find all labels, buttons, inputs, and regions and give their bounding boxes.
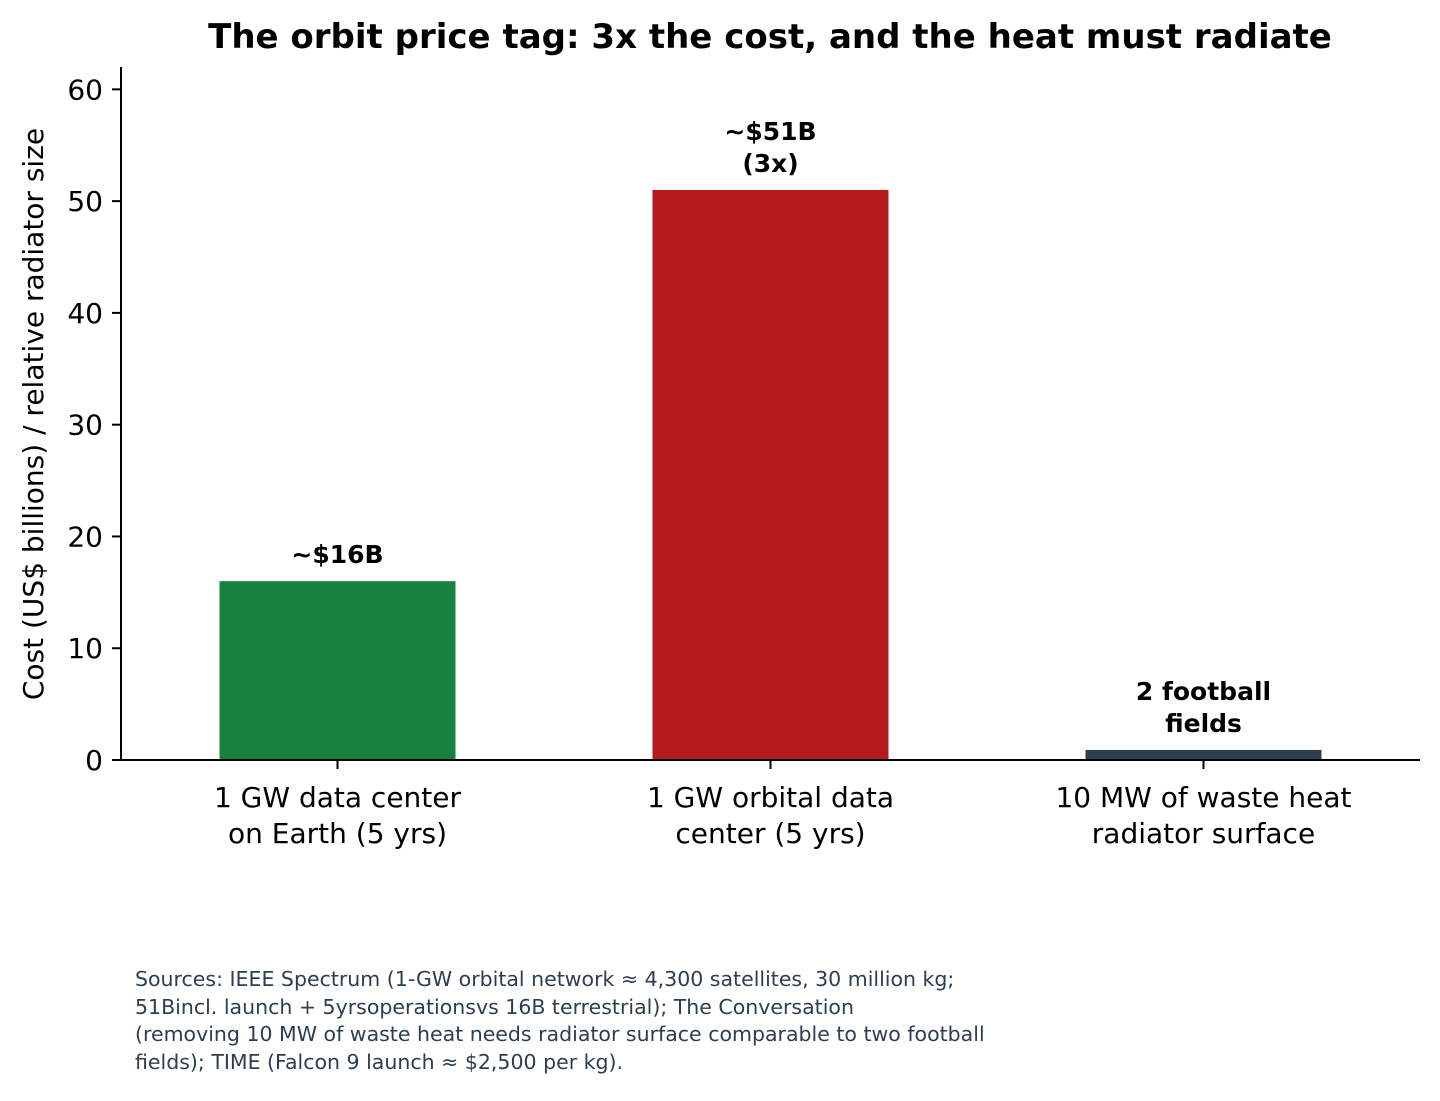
y-tick-label: 60 (67, 73, 103, 106)
data-label: fields (1165, 709, 1242, 738)
sources-note: Sources: IEEE Spectrum (1-GW orbital net… (135, 966, 1135, 1076)
x-tick-label: radiator surface (1092, 817, 1315, 850)
y-tick-label: 20 (67, 520, 103, 553)
sources-line: (removing 10 MW of waste heat needs radi… (135, 1022, 985, 1047)
y-tick-label: 0 (85, 744, 103, 777)
data-label: (3x) (742, 149, 798, 178)
sources-line: 51Bincl. launch + 5yrsoperationsvs 16B t… (135, 994, 854, 1019)
bar-chart: The orbit price tag: 3x the cost, and th… (17, 17, 1420, 850)
bar (1085, 749, 1322, 760)
bar (652, 189, 889, 761)
data-label: ~$16B (291, 540, 383, 569)
y-axis-label: Cost (US$ billions) / relative radiator … (17, 128, 50, 700)
x-tick-label: 1 GW orbital data (647, 781, 894, 814)
data-label: 2 football (1136, 677, 1271, 706)
chart-title: The orbit price tag: 3x the cost, and th… (208, 17, 1332, 57)
x-tick-label: 10 MW of waste heat (1055, 781, 1351, 814)
x-tick-label: on Earth (5 yrs) (228, 817, 447, 850)
sources-line: Sources: IEEE Spectrum (1-GW orbital net… (135, 967, 955, 991)
x-tick-label: 1 GW data center (214, 781, 462, 814)
sources-line: fields); TIME (Falcon 9 launch ≈ $2,500 … (135, 1049, 624, 1074)
y-tick-label: 50 (67, 185, 103, 218)
y-tick-label: 40 (67, 297, 103, 330)
bar (219, 581, 456, 760)
y-tick-label: 30 (67, 409, 103, 442)
y-tick-label: 10 (67, 632, 103, 665)
x-tick-label: center (5 yrs) (675, 817, 865, 850)
data-label: ~$51B (724, 117, 816, 146)
